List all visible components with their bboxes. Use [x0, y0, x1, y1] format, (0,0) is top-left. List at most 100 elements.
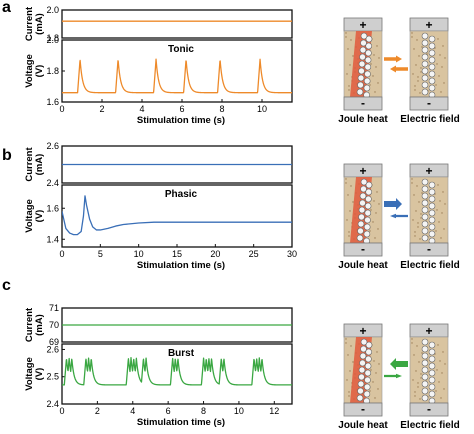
y-tick-label: 2.0	[46, 35, 59, 45]
particle	[358, 60, 366, 68]
texture-dot	[440, 397, 442, 399]
electrode-bottom	[343, 402, 383, 417]
particle	[359, 352, 367, 360]
y-tick-label: 70	[49, 320, 59, 330]
minus-sign: -	[361, 402, 365, 416]
texture-dot	[437, 344, 439, 346]
particle	[356, 88, 364, 96]
particle	[428, 56, 436, 64]
minus-sign: -	[361, 96, 365, 110]
minus-sign: -	[427, 402, 431, 416]
particle	[365, 49, 372, 57]
texture-dot	[421, 192, 423, 194]
texture-dot	[411, 342, 413, 344]
y-axis-label: Voltage(V)	[24, 357, 45, 391]
texture-dot	[416, 345, 418, 347]
particle	[428, 348, 436, 356]
y-tick-label: 2.5	[46, 372, 59, 382]
texture-dot	[350, 345, 352, 347]
texture-dot	[373, 54, 375, 56]
x-tick-label: 0	[59, 104, 64, 114]
particle	[363, 230, 371, 238]
texture-dot	[436, 369, 438, 371]
y-tick-label: 71	[49, 303, 59, 313]
texture-dot	[411, 178, 413, 180]
particle	[364, 216, 371, 224]
plus-sign: +	[359, 164, 366, 178]
particle	[359, 359, 366, 367]
joule-heat-label: Joule heat	[338, 420, 388, 431]
x-tick-label: 8	[219, 104, 224, 114]
texture-dot	[372, 381, 374, 383]
texture-dot	[418, 55, 420, 57]
texture-dot	[370, 63, 372, 65]
particle	[421, 185, 429, 193]
electric-field-label: Electric field	[400, 260, 459, 271]
particle	[360, 39, 367, 47]
plus-sign: +	[425, 324, 432, 338]
x-tick-label: 2	[99, 104, 104, 114]
particle	[421, 213, 429, 221]
x-tick-label: 15	[172, 249, 182, 259]
texture-dot	[417, 386, 419, 388]
minus-sign: -	[361, 242, 365, 256]
texture-dot	[377, 388, 379, 390]
texture-dot	[369, 230, 371, 232]
texture-dot	[439, 200, 441, 202]
texture-dot	[416, 185, 418, 187]
texture-dot	[442, 191, 444, 193]
texture-dot	[348, 395, 350, 397]
x-tick-label: 5	[98, 249, 103, 259]
texture-dot	[419, 238, 421, 240]
minus-sign: -	[427, 242, 431, 256]
arrow-right	[384, 198, 402, 210]
texture-dot	[349, 370, 351, 372]
texture-dot	[441, 212, 443, 214]
particle	[359, 199, 366, 207]
particle	[428, 383, 436, 391]
texture-dot	[444, 203, 446, 205]
texture-dot	[374, 91, 376, 93]
texture-dot	[442, 351, 444, 353]
texture-dot	[420, 377, 422, 379]
particle	[421, 46, 429, 54]
y-axis-label: Current(mA)	[24, 147, 45, 182]
texture-dot	[375, 212, 377, 214]
particle	[428, 341, 436, 349]
texture-dot	[350, 39, 352, 41]
series-line	[62, 58, 292, 94]
particle	[421, 88, 429, 96]
x-tick-label: 6	[179, 104, 184, 114]
texture-dot	[370, 209, 372, 211]
texture-dot	[345, 342, 347, 344]
chart-b-voltage: 1.4 1.6 0 5 10 15 20 25 30 Stimulation time (s) Vo…	[24, 184, 297, 271]
particle	[421, 338, 429, 346]
joule-heat-label: Joule heat	[338, 260, 388, 271]
matrix-body	[409, 176, 449, 244]
texture-dot	[421, 46, 423, 48]
x-tick-label: 12	[269, 406, 279, 416]
particle	[358, 213, 365, 221]
texture-dot	[369, 390, 371, 392]
texture-dot	[417, 226, 419, 228]
y-tick-label: 1.4	[46, 234, 59, 244]
y-tick-label: 2.4	[46, 399, 59, 409]
texture-dot	[441, 66, 443, 68]
plot-title: Burst	[168, 348, 195, 359]
texture-dot	[441, 372, 443, 374]
particle	[360, 185, 367, 193]
electrode-bottom	[343, 242, 383, 257]
texture-dot	[346, 73, 348, 75]
particle	[428, 35, 436, 43]
plot-title: Phasic	[165, 189, 198, 200]
texture-dot	[411, 182, 413, 184]
field-device: +-	[409, 323, 449, 417]
particle	[364, 202, 372, 210]
texture-dot	[437, 38, 439, 40]
texture-dot	[345, 36, 347, 38]
particle	[428, 369, 436, 377]
x-tick-label: 30	[287, 249, 297, 259]
texture-dot	[440, 237, 442, 239]
electrode-bottom	[409, 96, 449, 111]
